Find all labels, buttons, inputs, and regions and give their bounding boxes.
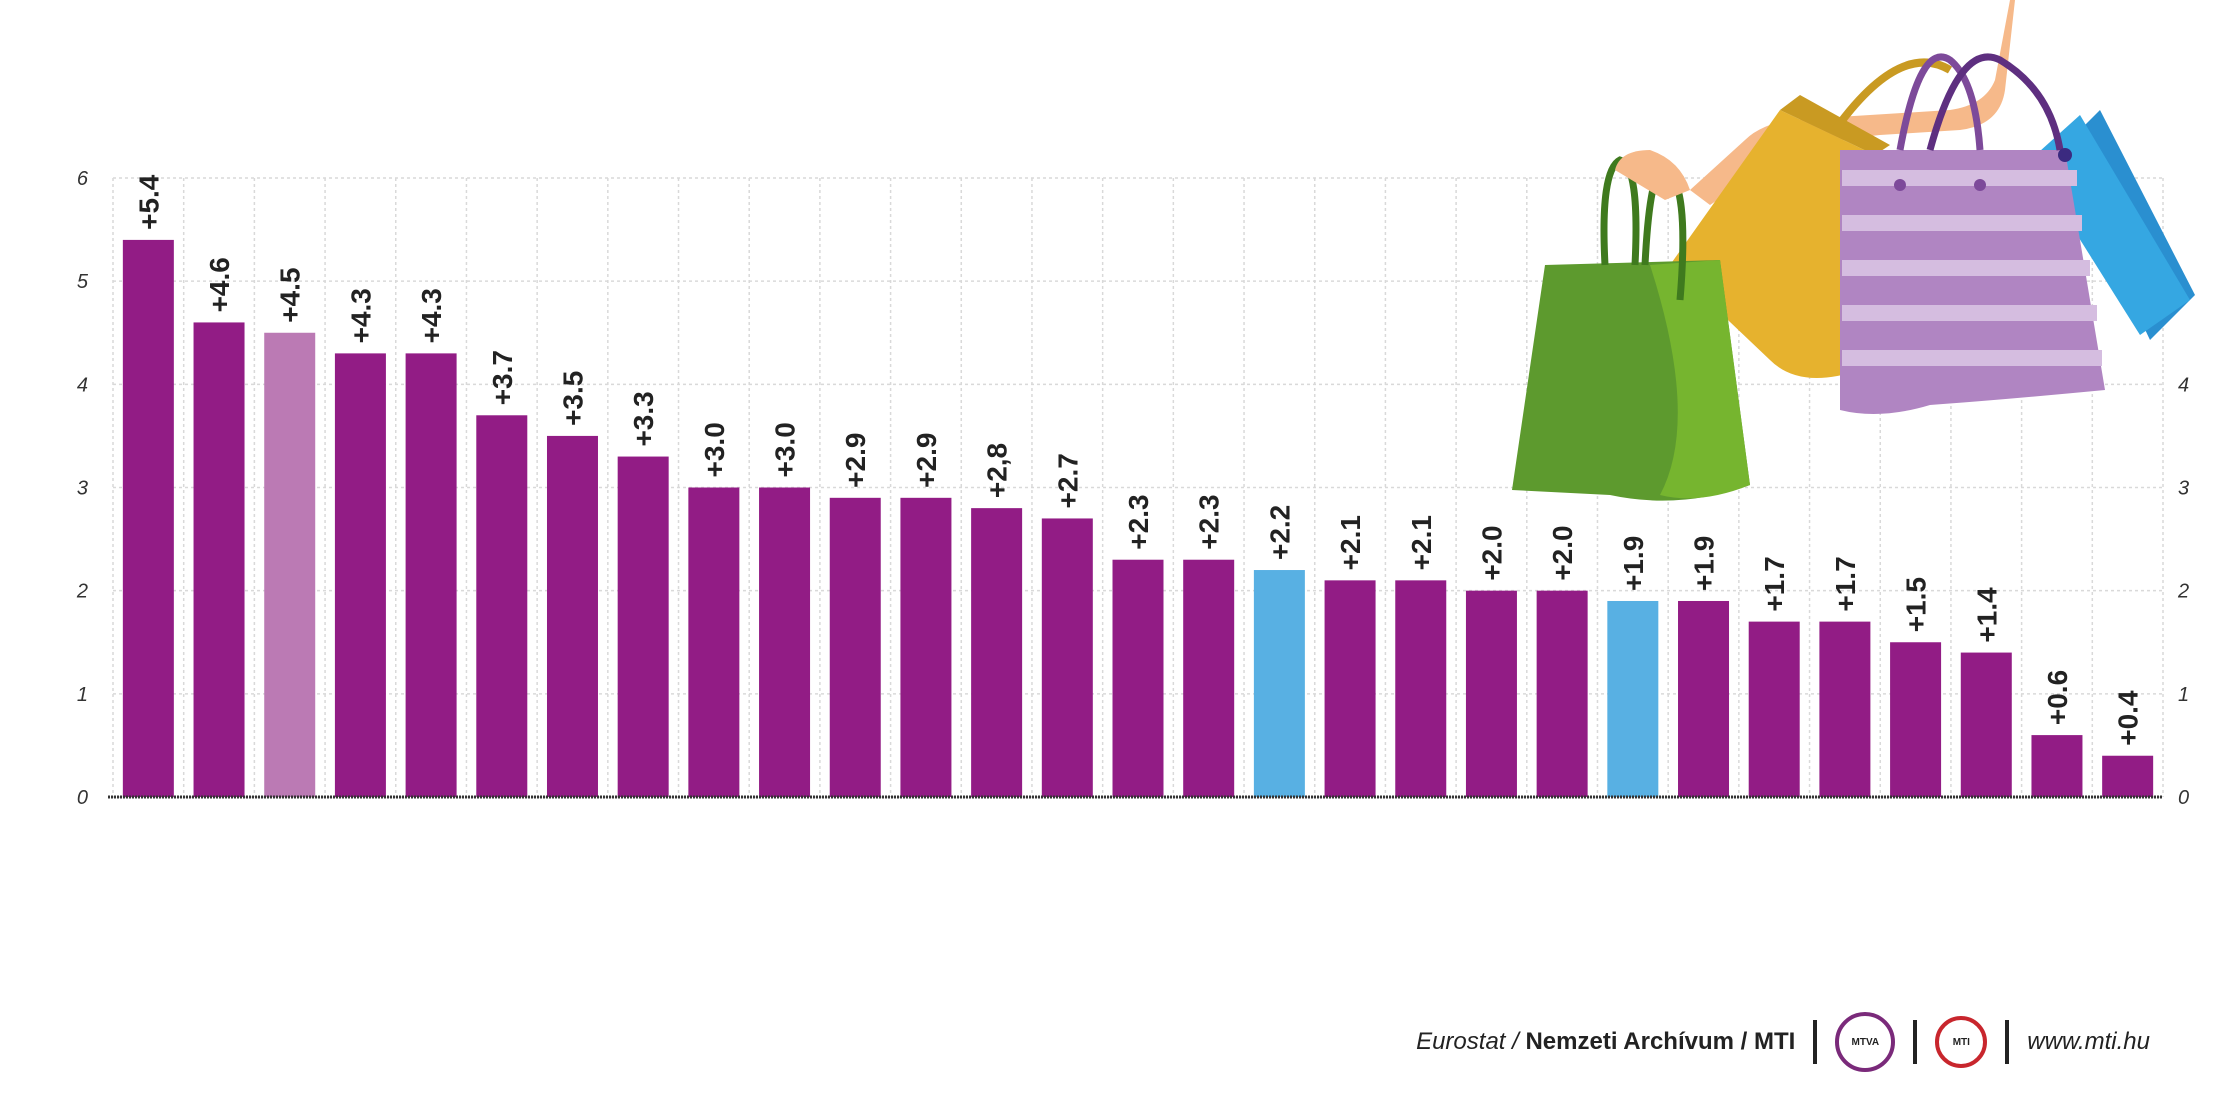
bar xyxy=(2031,735,2083,797)
bar xyxy=(829,497,881,797)
bar xyxy=(617,456,669,797)
data-label: +2.0 xyxy=(1476,525,1507,580)
y-tick-label: 0 xyxy=(77,787,88,809)
data-label: +2.2 xyxy=(1264,505,1295,560)
y-tick-label-right: 3 xyxy=(2178,478,2189,500)
data-label: +4.5 xyxy=(275,267,306,322)
data-label: +2.1 xyxy=(1335,515,1366,570)
bar xyxy=(1041,518,1093,797)
y-axis-right: 0 1 2 3 4 xyxy=(2177,374,2189,809)
mtva-logo-icon: MTVA xyxy=(1835,1012,1896,1072)
bar xyxy=(1819,621,1871,797)
y-tick-label: 2 xyxy=(76,581,88,603)
bar xyxy=(1112,559,1164,797)
bar xyxy=(193,322,245,797)
bar xyxy=(1890,642,1942,797)
bar xyxy=(334,353,386,797)
data-label: +0.4 xyxy=(2113,690,2144,746)
bar xyxy=(264,332,316,797)
data-label: +1.7 xyxy=(1830,556,1861,611)
data-label: +2.1 xyxy=(1406,515,1437,570)
mti-logo-icon: MTI xyxy=(1935,1016,1988,1068)
y-tick-label-right: 1 xyxy=(2178,684,2189,706)
data-label: +3.7 xyxy=(487,350,518,405)
data-label: +3.3 xyxy=(628,391,659,446)
data-label: +1.4 xyxy=(1971,587,2002,643)
y-tick-label-right: 4 xyxy=(2178,374,2189,396)
y-tick-label: 5 xyxy=(77,271,89,293)
separator xyxy=(1813,1020,1818,1064)
data-label: +1.5 xyxy=(1901,577,1932,632)
data-label: +2.3 xyxy=(1123,494,1154,549)
bar xyxy=(1607,600,1659,797)
data-label: +5.4 xyxy=(133,174,164,230)
y-tick-label-right: 2 xyxy=(2177,581,2189,603)
bar xyxy=(1748,621,1800,797)
bar xyxy=(971,508,1023,797)
bar xyxy=(1183,559,1235,797)
data-label: +1.9 xyxy=(1689,536,1720,591)
source-text: Eurostat / Nemzeti Archívum / MTI xyxy=(1416,1028,1796,1055)
y-tick-label: 1 xyxy=(77,684,88,706)
bar xyxy=(1253,570,1305,797)
data-label: +3.5 xyxy=(557,371,588,426)
data-label: +1.9 xyxy=(1618,536,1649,591)
bars xyxy=(122,239,2154,797)
bar xyxy=(1678,600,1730,797)
y-tick-label-right: 0 xyxy=(2178,787,2189,809)
data-label: +2.9 xyxy=(840,433,871,488)
data-label: +3.0 xyxy=(699,422,730,477)
data-label: +4.3 xyxy=(416,288,447,343)
data-label: +4.6 xyxy=(204,257,235,312)
data-label: +2,8 xyxy=(982,443,1013,498)
shopping-bags-illustration xyxy=(1512,0,2195,501)
data-label: +2.9 xyxy=(911,433,942,488)
bar xyxy=(1536,590,1588,797)
data-label: +2.3 xyxy=(1194,494,1225,549)
data-labels: +5.4 +4.6 +4.5 +4.3 +4.3 +3.7 +3.5 +3.3 +3.0 +3.0… xyxy=(133,174,2143,746)
data-label: +2.0 xyxy=(1547,525,1578,580)
data-label: +2.7 xyxy=(1052,453,1083,508)
bar xyxy=(476,415,528,797)
y-axis-left: 0 1 2 3 4 5 6 xyxy=(76,168,89,809)
data-label: +3.0 xyxy=(770,422,801,477)
separator xyxy=(2005,1020,2010,1064)
separator xyxy=(1913,1020,1918,1064)
bar xyxy=(546,435,598,797)
bar xyxy=(1395,580,1447,797)
bar xyxy=(1324,580,1376,797)
y-tick-label: 6 xyxy=(77,168,89,190)
bar xyxy=(2102,755,2154,797)
website-link[interactable]: www.mti.hu xyxy=(2027,1028,2150,1055)
footer: Eurostat / Nemzeti Archívum / MTI MTVA M… xyxy=(1416,1012,2150,1072)
data-label: +0.6 xyxy=(2042,670,2073,725)
bar xyxy=(1960,652,2012,797)
data-label: +4.3 xyxy=(345,288,376,343)
bar xyxy=(688,487,740,797)
bar xyxy=(759,487,811,797)
bar xyxy=(122,239,174,797)
bar xyxy=(405,353,457,797)
bar xyxy=(1465,590,1517,797)
data-label: +1.7 xyxy=(1759,556,1790,611)
y-tick-label: 3 xyxy=(77,478,88,500)
y-tick-label: 4 xyxy=(77,374,88,396)
bar xyxy=(900,497,952,797)
